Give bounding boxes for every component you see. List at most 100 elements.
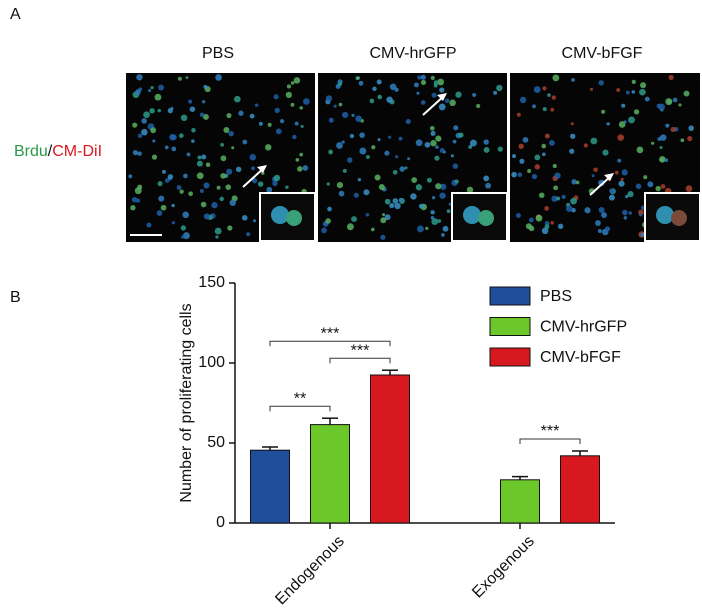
cell <box>452 163 459 169</box>
cell <box>544 220 550 226</box>
cell <box>325 218 331 224</box>
cell <box>628 116 635 124</box>
cell <box>251 166 255 171</box>
cell <box>476 103 481 109</box>
cell <box>439 192 446 199</box>
inset-cell <box>656 206 674 224</box>
cell <box>430 130 436 136</box>
cell <box>598 179 605 187</box>
cell <box>258 121 263 126</box>
cell <box>388 135 392 139</box>
cell <box>241 215 248 221</box>
cell <box>584 207 591 214</box>
cell <box>439 87 445 93</box>
cell <box>542 107 547 112</box>
cell <box>407 157 411 161</box>
cell <box>622 209 628 216</box>
cell <box>203 213 210 220</box>
cell <box>542 86 547 91</box>
cell <box>203 84 208 89</box>
column-title: CMV-bFGF <box>562 45 643 62</box>
cell <box>656 103 661 108</box>
cell <box>561 194 566 200</box>
cell <box>454 179 459 184</box>
cell <box>442 225 449 232</box>
cell <box>135 198 141 203</box>
cell <box>272 180 278 187</box>
cell <box>157 181 163 187</box>
cell <box>226 112 232 119</box>
cell <box>446 209 451 214</box>
cell <box>534 154 541 161</box>
cell <box>252 219 257 223</box>
cell <box>347 157 353 163</box>
cell <box>328 117 334 123</box>
cell <box>299 106 303 110</box>
cell <box>249 154 256 161</box>
cell <box>438 103 446 111</box>
cell <box>392 170 398 175</box>
stain-label: Brdu/CM-DiI <box>14 143 102 160</box>
cell <box>176 185 182 190</box>
cell <box>519 96 527 104</box>
cell <box>182 232 190 240</box>
cell <box>644 96 650 102</box>
bar <box>310 424 350 524</box>
cell <box>369 98 375 104</box>
cell <box>189 106 196 113</box>
cell <box>229 199 236 206</box>
y-tick-label: 50 <box>207 434 225 451</box>
cell <box>638 213 643 217</box>
cell <box>188 191 193 197</box>
cell <box>136 74 143 81</box>
cell <box>434 155 440 161</box>
cell <box>616 88 621 92</box>
cell <box>609 188 615 194</box>
cell <box>231 146 235 150</box>
cell <box>201 154 207 160</box>
cell <box>415 184 423 191</box>
cell <box>197 155 202 160</box>
cell <box>439 183 447 190</box>
cell <box>435 145 439 149</box>
y-tick-label: 0 <box>216 514 225 531</box>
inset-cell <box>463 206 481 224</box>
cell <box>290 102 295 107</box>
cell <box>292 134 297 140</box>
cell <box>399 166 405 172</box>
cell <box>483 175 490 182</box>
cell <box>265 144 272 151</box>
cell <box>448 202 452 206</box>
cell <box>223 127 230 134</box>
cell <box>496 84 503 92</box>
cell <box>395 155 399 159</box>
cell <box>254 103 259 107</box>
cell <box>618 180 625 187</box>
cell <box>551 195 558 202</box>
cell <box>517 172 523 178</box>
cell <box>655 185 661 192</box>
bar <box>370 374 410 524</box>
significance-bracket <box>519 438 581 444</box>
cell <box>404 166 408 170</box>
cell <box>249 113 255 119</box>
cell <box>570 133 576 139</box>
cell <box>425 226 429 231</box>
cell <box>143 111 150 119</box>
cell <box>376 79 382 85</box>
cell <box>302 165 309 171</box>
cell <box>687 135 693 142</box>
cell <box>635 183 642 190</box>
cell <box>132 150 139 156</box>
cell <box>531 173 538 180</box>
cell <box>411 177 418 183</box>
cell <box>450 154 454 158</box>
cell <box>678 103 682 107</box>
cell <box>183 173 188 179</box>
cell <box>557 223 564 229</box>
significance-bracket <box>269 405 331 412</box>
cell <box>483 139 489 145</box>
cell <box>614 170 619 175</box>
cell <box>664 158 669 162</box>
